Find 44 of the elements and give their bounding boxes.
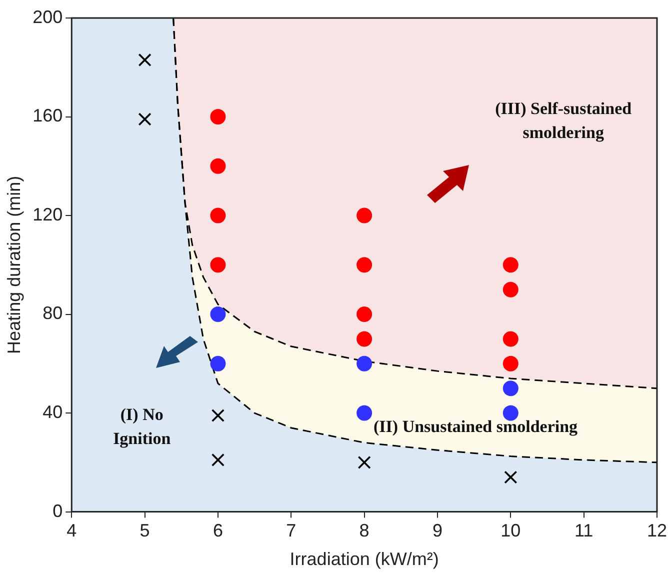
point xyxy=(210,158,226,174)
y-axis-title: Heating duration (min) xyxy=(4,176,24,354)
point xyxy=(210,306,226,322)
annotation: (II) Unsustained smoldering xyxy=(374,417,578,436)
x-tick-label: 8 xyxy=(359,520,370,541)
y-tick-label: 0 xyxy=(52,500,63,521)
point xyxy=(210,257,226,273)
point xyxy=(356,257,372,273)
x-tick-label: 11 xyxy=(574,520,594,541)
x-tick-label: 12 xyxy=(646,520,668,541)
y-tick-label: 40 xyxy=(42,402,63,422)
point xyxy=(502,405,518,421)
point xyxy=(356,356,372,372)
point xyxy=(138,53,152,67)
point xyxy=(502,356,518,372)
y-tick-label: 120 xyxy=(32,204,63,224)
point xyxy=(502,380,518,396)
x-tick-label: 6 xyxy=(212,520,223,541)
x-tick-label: 4 xyxy=(66,520,77,541)
point xyxy=(358,456,371,469)
annotation: (III) Self-sustained smoldering xyxy=(495,99,632,142)
point xyxy=(210,356,226,372)
x-tick-label: 5 xyxy=(140,520,150,541)
x-tick-label: 10 xyxy=(500,520,521,541)
point xyxy=(502,331,518,347)
point xyxy=(210,109,226,125)
point xyxy=(356,208,372,224)
point xyxy=(138,112,152,126)
point xyxy=(502,282,518,298)
y-tick-label: 200 xyxy=(32,6,63,27)
annotation: (I) No Ignition xyxy=(113,405,172,448)
x-tick-label: 7 xyxy=(286,520,296,541)
point xyxy=(356,306,372,322)
x-axis-title: Irradiation (kW/m²) xyxy=(290,549,439,570)
x-tick-label: 9 xyxy=(432,520,442,541)
y-tick-label: 80 xyxy=(42,303,63,324)
point xyxy=(356,405,372,421)
point xyxy=(356,331,372,347)
point xyxy=(211,408,225,422)
point xyxy=(502,257,518,273)
point xyxy=(504,470,518,484)
y-tick-label: 160 xyxy=(32,106,63,126)
point xyxy=(211,453,225,467)
point xyxy=(210,208,226,224)
